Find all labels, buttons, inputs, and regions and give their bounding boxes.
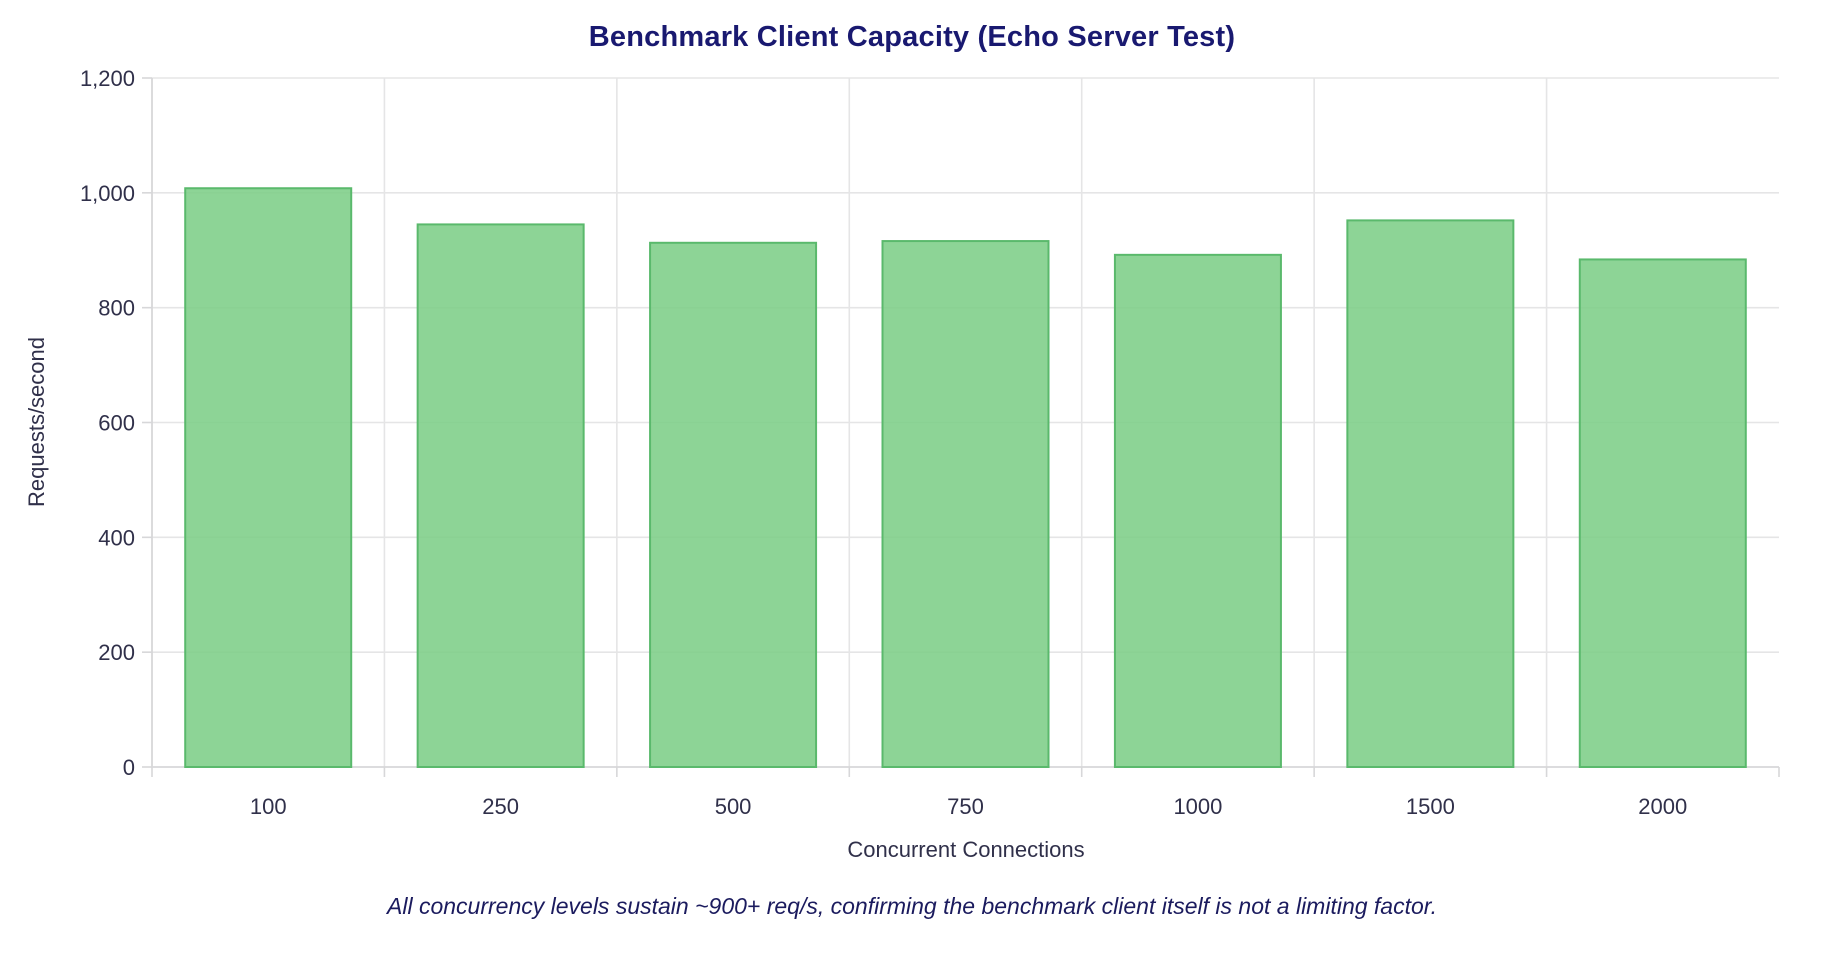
y-tick-label-1200: 1,200 (80, 66, 135, 91)
x-tick-label-500: 500 (715, 794, 752, 819)
bar-750 (881, 240, 1050, 768)
bar-1000 (1113, 253, 1282, 769)
y-tick-label-400: 400 (98, 525, 135, 550)
chart-caption: All concurrency levels sustain ~900+ req… (387, 893, 1437, 919)
bar-2000 (1578, 258, 1747, 768)
x-tick-label-2000: 2000 (1638, 794, 1687, 819)
x-tick-label-100: 100 (250, 794, 287, 819)
bar-100 (184, 187, 353, 769)
chart-title: Benchmark Client Capacity (Echo Server T… (588, 21, 1236, 53)
x-tick-label-250: 250 (482, 794, 519, 819)
x-tick-label-1500: 1500 (1406, 794, 1455, 819)
x-tick-label-1000: 1000 (1173, 794, 1222, 819)
y-tick-label-600: 600 (98, 411, 135, 436)
y-tick-label-800: 800 (98, 296, 135, 321)
y-tick-label-200: 200 (98, 640, 135, 665)
y-tick-label-0: 0 (123, 755, 135, 780)
bar-250 (416, 223, 585, 769)
bar-1500 (1346, 219, 1515, 769)
y-axis-title: Requests/second (24, 337, 49, 507)
x-tick-label-750: 750 (947, 794, 984, 819)
bar-500 (649, 241, 818, 768)
x-axis-title: Concurrent Connections (847, 837, 1084, 862)
y-tick-label-1000: 1,000 (80, 181, 135, 206)
